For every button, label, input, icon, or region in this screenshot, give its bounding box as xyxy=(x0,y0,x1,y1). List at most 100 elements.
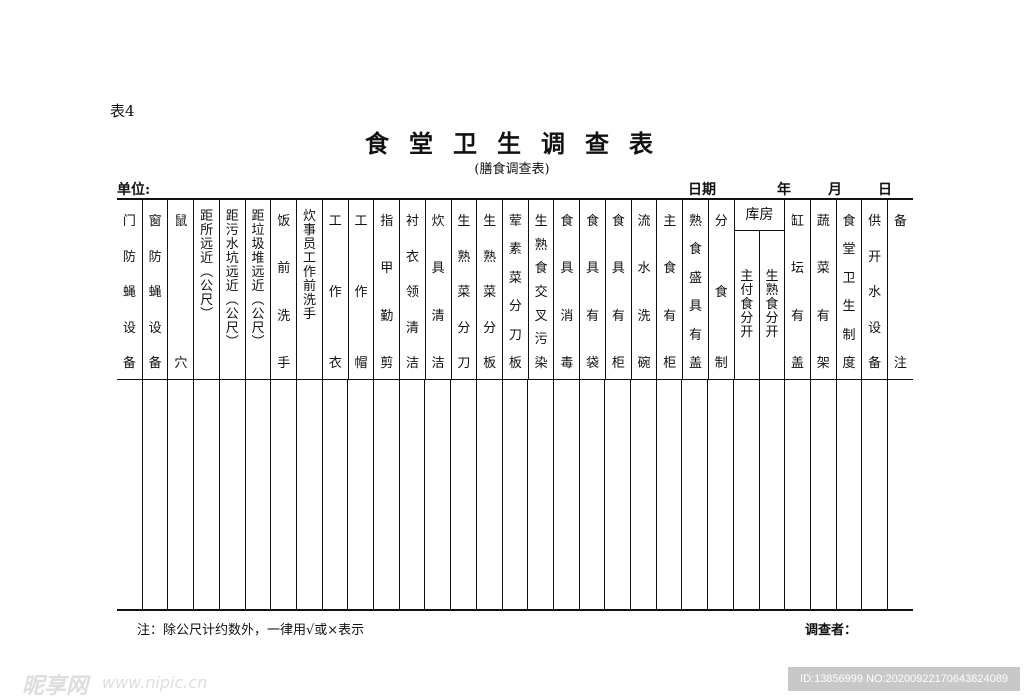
header-char: 备 xyxy=(122,356,136,371)
header-char: 熟 xyxy=(483,249,497,265)
column-header: 分食制 xyxy=(707,200,734,379)
table-cell[interactable] xyxy=(117,380,142,611)
column-header: 距垃圾堆远近 ︵ 公尺 ︶ xyxy=(244,200,271,379)
table-body xyxy=(117,380,913,611)
header-char: 防 xyxy=(148,249,162,265)
header-char: 生 xyxy=(765,269,779,284)
header-char: 分 xyxy=(457,320,471,336)
header-char: 卫 xyxy=(842,270,856,286)
table-cell[interactable] xyxy=(835,380,862,611)
day-label: 日 xyxy=(878,182,892,198)
header-char: 食 xyxy=(714,285,728,300)
table-cell[interactable] xyxy=(424,380,450,611)
header-char: 分 xyxy=(483,320,497,336)
header-char: 公 xyxy=(251,307,265,322)
table-cell[interactable] xyxy=(321,380,348,611)
header-char: 衬 xyxy=(405,214,419,229)
footnote: 注：除公尺计约数外，一律用√或×表示 xyxy=(137,623,365,638)
page-title: 食堂卫生调查表 xyxy=(365,129,673,158)
table-cell[interactable] xyxy=(347,380,373,611)
table-cell[interactable] xyxy=(861,380,887,611)
header-char: 荤 xyxy=(508,214,522,229)
subcolumn-headers: 主付食分开生熟食分开 xyxy=(735,231,784,379)
table-cell[interactable] xyxy=(295,380,322,611)
column-header: 蔬菜有架 xyxy=(809,200,836,379)
table-cell[interactable] xyxy=(552,380,579,611)
header-char: 距 xyxy=(200,209,214,224)
header-char: 窗 xyxy=(148,214,162,229)
survey-table: 门防蝇设备窗防蝇设备鼠穴距所远近 ︵ 公尺 ︶ 距污水坑远近 ︵ 公尺 ︶ 距垃圾堆远近 ︵ 公尺 ︶… xyxy=(117,198,913,611)
header-char: 公 xyxy=(225,307,239,322)
table-cell[interactable] xyxy=(450,380,476,611)
header-char: 手 xyxy=(303,307,317,322)
header-char: 设 xyxy=(148,320,162,336)
header-char: 叉 xyxy=(534,308,548,324)
header-char: 缸 xyxy=(790,214,804,229)
table-cell[interactable] xyxy=(167,380,193,611)
header-char: 供 xyxy=(868,214,882,229)
header-char: 有 xyxy=(663,308,677,324)
table-cell[interactable] xyxy=(887,380,913,611)
table-cell[interactable] xyxy=(193,380,219,611)
header-char: 有 xyxy=(586,308,600,324)
table-cell[interactable] xyxy=(630,380,656,611)
header-char: 食 xyxy=(765,297,779,312)
header-char: 食 xyxy=(740,297,754,312)
table-cell[interactable] xyxy=(732,380,759,611)
table-cell[interactable] xyxy=(141,380,168,611)
header-char: 流 xyxy=(637,214,651,229)
header-char: 刀 xyxy=(508,327,522,343)
header-char: 板 xyxy=(508,355,522,371)
column-header: 生熟食交叉污染 xyxy=(527,200,554,379)
header-char: ︵ xyxy=(251,293,265,308)
header-char: 清 xyxy=(431,308,445,324)
header-char: 分 xyxy=(714,214,728,229)
table-cell[interactable] xyxy=(681,380,707,611)
header-char: 门 xyxy=(122,214,136,229)
column-header: 炊事员工作前洗手 xyxy=(296,200,322,379)
header-char: 具 xyxy=(586,261,600,277)
table-cell[interactable] xyxy=(578,380,605,611)
table-cell[interactable] xyxy=(218,380,245,611)
table-cell[interactable] xyxy=(655,380,682,611)
header-char: 生 xyxy=(842,299,856,315)
subcolumn-header: 生熟食分开 xyxy=(758,231,784,379)
table-header: 门防蝇设备窗防蝇设备鼠穴距所远近 ︵ 公尺 ︶ 距污水坑远近 ︵ 公尺 ︶ 距垃圾堆远近 ︵ 公尺 ︶… xyxy=(117,200,913,380)
table-cell[interactable] xyxy=(809,380,836,611)
table-cell[interactable] xyxy=(373,380,399,611)
column-header: 流水洗碗 xyxy=(630,200,657,379)
header-char: 熟 xyxy=(534,237,548,253)
header-char: ︶ xyxy=(225,335,239,350)
table-cell[interactable] xyxy=(270,380,296,611)
header-char: 近 xyxy=(251,279,265,294)
header-char: 员 xyxy=(303,237,317,252)
table-cell[interactable] xyxy=(501,380,528,611)
header-char: 工 xyxy=(354,214,368,229)
header-char: ︵ xyxy=(200,265,214,280)
table-cell[interactable] xyxy=(604,380,630,611)
table-cell[interactable] xyxy=(527,380,553,611)
table-cell[interactable] xyxy=(398,380,425,611)
header-char: 清 xyxy=(405,320,419,336)
column-header: 指甲勤剪 xyxy=(373,200,399,379)
header-char: 备 xyxy=(893,214,907,229)
header-char: 生 xyxy=(483,214,497,229)
header-char: 防 xyxy=(122,249,136,265)
header-char: 具 xyxy=(611,261,625,277)
table-cell[interactable] xyxy=(244,380,271,611)
table-cell[interactable] xyxy=(784,380,810,611)
unit-label: 单位: xyxy=(117,182,151,198)
table-cell[interactable] xyxy=(707,380,733,611)
header-char: 距 xyxy=(225,209,239,224)
header-char: 付 xyxy=(740,283,754,298)
month-label: 月 xyxy=(828,182,842,198)
header-char: 染 xyxy=(534,355,548,371)
column-header: 炊具清洁 xyxy=(424,200,451,379)
header-char: ︶ xyxy=(251,335,265,350)
header-char: 堆 xyxy=(251,251,265,266)
column-header: 鼠穴 xyxy=(167,200,193,379)
table-cell[interactable] xyxy=(758,380,785,611)
header-char: 交 xyxy=(534,284,548,300)
table-cell[interactable] xyxy=(475,380,502,611)
header-char: 炊 xyxy=(431,214,445,229)
